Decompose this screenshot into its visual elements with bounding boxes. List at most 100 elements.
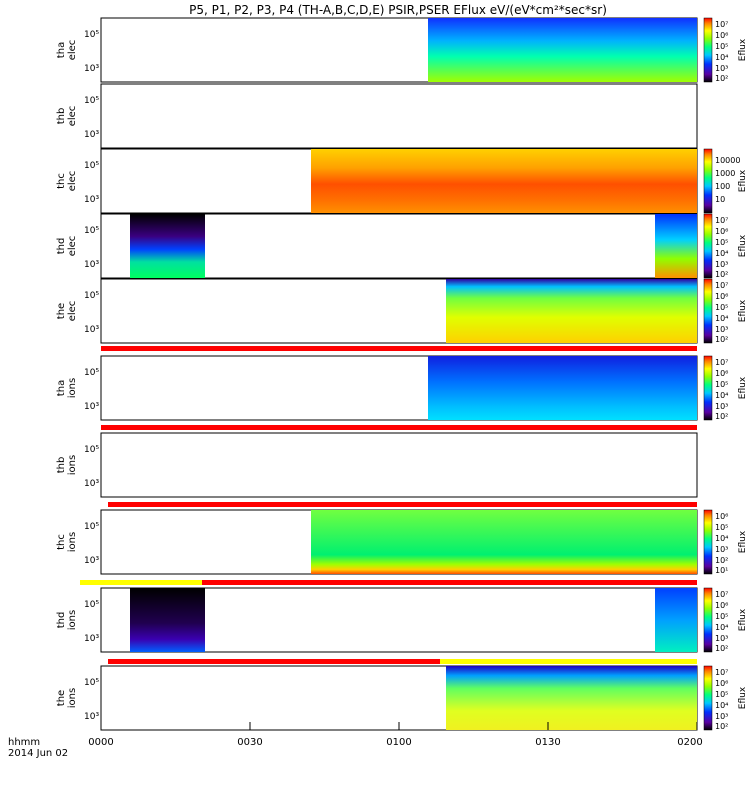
spectrogram-data — [311, 149, 697, 213]
time-axis-label: hhmm — [8, 737, 40, 748]
colorbar — [703, 148, 713, 214]
colorbar-tick: 10¹ — [715, 566, 728, 575]
colorbar-label: Eflux — [738, 169, 748, 192]
colorbar — [703, 509, 713, 575]
ytick-label: 10⁵ — [84, 30, 99, 40]
colorbar-tick: 10³ — [715, 634, 728, 643]
colorbar-tick: 10⁴ — [715, 623, 728, 632]
colorbar-tick: 10⁷ — [715, 216, 728, 225]
ylabel-species: elec — [67, 171, 78, 192]
ytick-label: 10³ — [84, 712, 99, 722]
panel-thd-ions: thd ions 10⁵ 10³ 10⁷ 10⁶ 10⁵ 10⁴ 10³ 10²… — [56, 587, 748, 653]
colorbar-label: Eflux — [738, 234, 748, 257]
ylabel-species: elec — [67, 106, 78, 127]
ytick-label: 10³ — [84, 260, 99, 270]
ytick-label: 10⁵ — [84, 291, 99, 301]
panel-thc-elec: thc elec 10⁵ 10³ 10000 1000 100 10 Eflux — [56, 148, 748, 214]
time-tick-label: 0130 — [535, 737, 560, 748]
colorbar-tick: 10⁵ — [715, 523, 728, 532]
ylabel-species: ions — [67, 378, 78, 398]
ylabel-probe: the — [56, 690, 67, 706]
ytick-label: 10³ — [84, 402, 99, 412]
colorbar-tick: 10⁶ — [715, 369, 728, 378]
spectrogram-data — [428, 18, 697, 82]
ylabel-probe: thb — [56, 108, 67, 125]
plot-title: P5, P1, P2, P3, P4 (TH-A,B,C,D,E) PSIR,P… — [189, 3, 607, 17]
panel-thb-elec: thb elec 10⁵ 10³ — [56, 83, 698, 149]
colorbar-tick: 10² — [715, 644, 728, 653]
ylabel-probe: thd — [56, 612, 67, 629]
colorbar-tick: 10³ — [715, 402, 728, 411]
colorbar-tick: 10³ — [715, 712, 728, 721]
time-tick-label: 0000 — [88, 737, 113, 748]
spectrogram-data — [130, 588, 205, 652]
colorbar-tick: 10³ — [715, 260, 728, 269]
ylabel-species: ions — [67, 610, 78, 630]
colorbar-label: Eflux — [738, 299, 748, 322]
colorbar-tick: 10⁴ — [715, 53, 728, 62]
colorbar-tick: 100 — [715, 182, 730, 191]
ytick-label: 10⁵ — [84, 96, 99, 106]
colorbar-tick: 10² — [715, 74, 728, 83]
time-axis — [100, 722, 698, 730]
time-tick-label: 0200 — [677, 737, 702, 748]
panel-thb-ions: thb ions 10⁵ 10³ — [56, 432, 698, 498]
ytick-label: 10⁵ — [84, 678, 99, 688]
colorbar-tick: 10⁷ — [715, 20, 728, 29]
panel-thc-ions: thc ions 10⁵ 10³ 10⁶ 10⁵ 10⁴ 10³ 10² 10¹… — [56, 509, 748, 575]
colorbar-tick: 10⁶ — [715, 31, 728, 40]
colorbar-tick: 10⁷ — [715, 358, 728, 367]
mode-flag-bar-yellow — [440, 659, 697, 664]
ylabel-species: elec — [67, 301, 78, 322]
colorbar-tick: 10⁷ — [715, 590, 728, 599]
time-tick-label: 0100 — [386, 737, 411, 748]
colorbar-tick: 10⁴ — [715, 249, 728, 258]
colorbar-tick: 10⁵ — [715, 303, 728, 312]
colorbar-tick: 10⁷ — [715, 668, 728, 677]
ytick-label: 10³ — [84, 634, 99, 644]
colorbar-tick: 10⁵ — [715, 612, 728, 621]
mode-flag-bar — [108, 502, 697, 507]
ylabel-species: ions — [67, 455, 78, 475]
panel-tha-elec: tha elec 10⁵ 10³ 10⁷ 10⁶ 10⁵ 10⁴ 10³ 10²… — [56, 17, 748, 83]
colorbar-tick: 1000 — [715, 169, 735, 178]
mode-flag-bar — [108, 659, 440, 664]
colorbar-tick: 10² — [715, 412, 728, 421]
colorbar-tick: 10⁶ — [715, 601, 728, 610]
ylabel-species: elec — [67, 40, 78, 61]
panel-thd-elec: thd elec 10⁵ 10³ 10⁷ 10⁶ 10⁵ 10⁴ 10³ 10²… — [56, 213, 748, 279]
colorbar — [703, 355, 713, 421]
panel-frame — [100, 83, 698, 149]
spectrogram-data — [446, 666, 697, 730]
colorbar-tick: 10³ — [715, 545, 728, 554]
colorbar — [703, 213, 713, 279]
colorbar-tick: 10⁴ — [715, 314, 728, 323]
colorbar-label: Eflux — [738, 38, 748, 61]
ytick-label: 10³ — [84, 195, 99, 205]
mode-flag-bar-yellow — [80, 580, 202, 585]
panel-frame — [100, 432, 698, 498]
colorbar-label: Eflux — [738, 608, 748, 631]
colorbar-tick: 10² — [715, 335, 728, 344]
colorbar — [703, 665, 713, 731]
ytick-label: 10⁵ — [84, 226, 99, 236]
colorbar — [703, 17, 713, 83]
colorbar-tick: 10⁴ — [715, 701, 728, 710]
colorbar-tick: 10000 — [715, 156, 740, 165]
ylabel-species: ions — [67, 688, 78, 708]
panel-the-elec: the elec 10⁵ 10³ 10⁷ 10⁶ 10⁵ 10⁴ 10³ 10²… — [56, 278, 748, 344]
spectrogram-data — [311, 510, 697, 574]
spectrogram-data — [655, 588, 697, 652]
ytick-label: 10³ — [84, 479, 99, 489]
colorbar — [703, 587, 713, 653]
colorbar-tick: 10⁷ — [715, 281, 728, 290]
colorbar-tick: 10² — [715, 722, 728, 731]
time-axis-date: 2014 Jun 02 — [8, 748, 68, 759]
colorbar-tick: 10³ — [715, 64, 728, 73]
ytick-label: 10⁵ — [84, 161, 99, 171]
ytick-label: 10⁵ — [84, 368, 99, 378]
ylabel-probe: thc — [56, 534, 67, 550]
ytick-label: 10³ — [84, 64, 99, 74]
panel-the-ions: the ions 10⁵ 10³ 10⁷ 10⁶ 10⁵ 10⁴ 10³ 10²… — [56, 665, 748, 731]
ytick-label: 10³ — [84, 325, 99, 335]
